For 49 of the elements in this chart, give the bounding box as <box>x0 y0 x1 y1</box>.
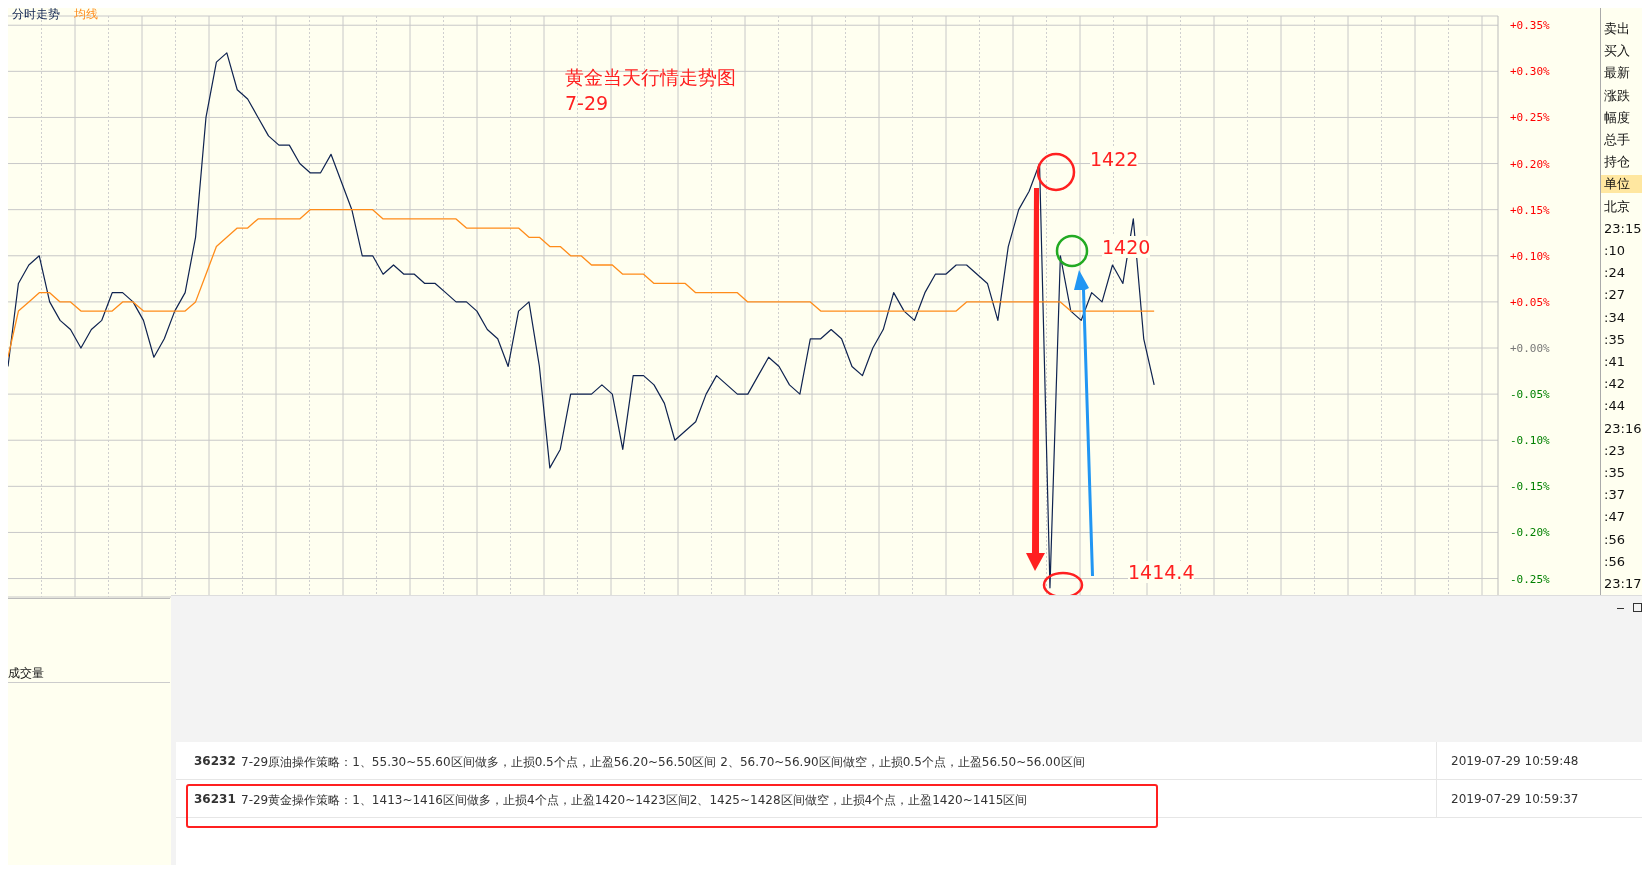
message-window: 36232 7-29原油操作策略：1、55.30~55.60区间做多，止损0.5个点，止盈56.20~56.50区间 2、56.70~56.90区间做空，止损0.5个点，止盈56.50~56.00区间 2019-07-29 10:59:48 36231 7-29黄金操作策略：1、1413~1416区间做多，止损4个点，止盈1420~1423区间2、1425~1428区间做空，止损4个点，止盈1420~1415区间 2019-07-29 10:59:37 <box>171 595 1642 865</box>
text: :42 <box>1603 375 1626 394</box>
text: 涨跌 <box>1603 86 1631 105</box>
text: :27 <box>1603 286 1626 305</box>
text: :47 <box>1603 508 1626 527</box>
text: :35 <box>1603 330 1626 349</box>
text: 单位 <box>1603 175 1631 194</box>
y-tick-label: -0.05% <box>1510 388 1551 402</box>
y-tick-label: +0.05% <box>1510 295 1551 309</box>
text: :56 <box>1603 552 1626 571</box>
annotation: 1414.4 <box>1128 561 1195 583</box>
text: 23:15 <box>1603 219 1643 238</box>
text: :24 <box>1603 264 1626 283</box>
text: 持仓 <box>1603 153 1631 172</box>
text: 总手 <box>1603 131 1631 149</box>
text: 最新 <box>1603 64 1631 83</box>
text: :37 <box>1603 486 1626 505</box>
annotation: 1422 <box>1090 148 1139 170</box>
y-tick-label: +0.00% <box>1510 342 1551 355</box>
text: 北京 <box>1603 197 1631 216</box>
text: :44 <box>1603 397 1626 416</box>
text: 黄金当天行情走势图 <box>565 65 736 90</box>
text: 23:16 <box>1603 419 1643 438</box>
text: 23:17 <box>1603 575 1643 593</box>
text: 幅度 <box>1603 108 1631 127</box>
y-tick-label: +0.30% <box>1510 65 1551 79</box>
text: 7-29 <box>565 91 610 116</box>
y-tick-label: +0.10% <box>1510 249 1551 263</box>
y-tick-label: +0.25% <box>1510 111 1551 125</box>
text: :10 <box>1603 242 1626 260</box>
text: :41 <box>1603 353 1626 371</box>
text: 成交量 <box>8 665 170 683</box>
text: :35 <box>1603 464 1626 482</box>
y-tick-label: +0.35% <box>1510 19 1551 33</box>
y-tick-label: +0.15% <box>1510 203 1551 217</box>
y-tick-label: -0.15% <box>1510 480 1551 494</box>
text: :23 <box>1603 441 1626 460</box>
annotation: 1420 <box>1102 236 1151 258</box>
line-series <box>8 209 1155 358</box>
text: 均线 <box>74 7 98 21</box>
y-tick-label: -0.25% <box>1510 572 1551 586</box>
text: :34 <box>1603 308 1626 327</box>
text: 分时走势 <box>12 7 60 21</box>
text: 买入 <box>1603 42 1631 61</box>
y-tick-label: -0.20% <box>1510 526 1551 540</box>
text: :56 <box>1603 530 1626 549</box>
text: 卖出 <box>1603 20 1631 38</box>
y-tick-label: -0.10% <box>1510 434 1551 448</box>
y-tick-label: +0.20% <box>1510 157 1551 171</box>
